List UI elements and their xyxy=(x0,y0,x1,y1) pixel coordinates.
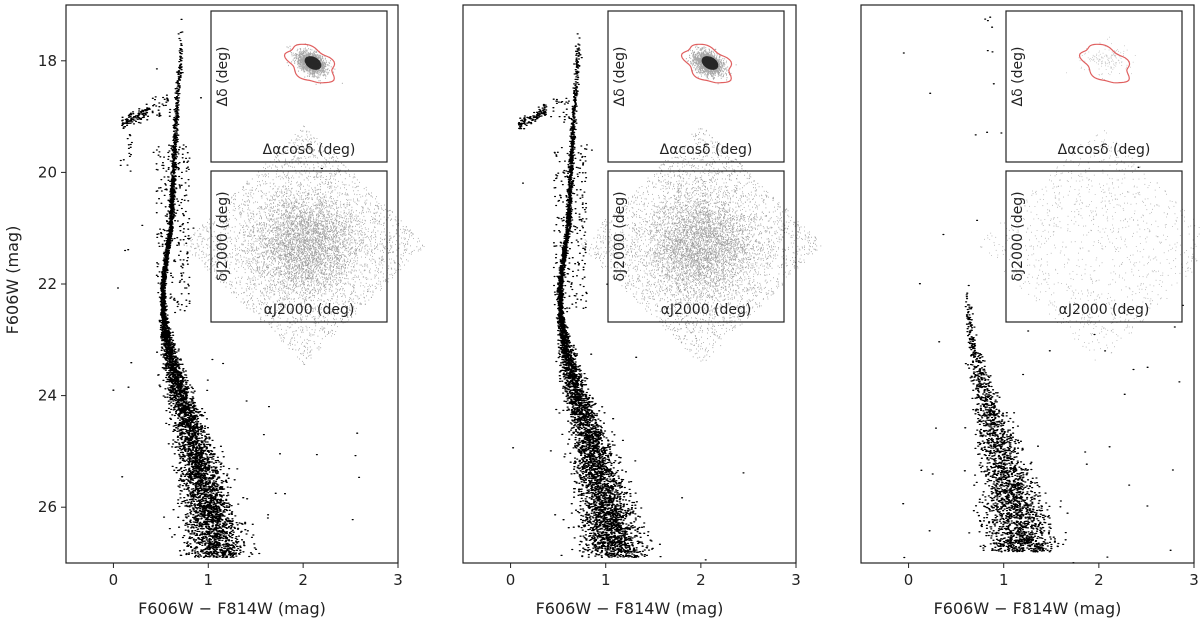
x-axis-label: F606W − F814W (mag) xyxy=(934,599,1122,618)
inset-frame xyxy=(210,10,388,163)
scatter-points xyxy=(112,18,378,559)
pm-core xyxy=(701,56,719,70)
cmd-panel-middle: 0 1 2 3 F606W − F814W (mag) Δαcosδ (deg) Δδ (d… xyxy=(462,4,822,618)
pm-selection-contour xyxy=(1078,43,1131,84)
y-tick-label: 24 xyxy=(38,387,57,405)
inset-y-label: δJ2000 (deg) xyxy=(612,191,628,281)
star-points xyxy=(512,33,745,561)
x-tick-label: 2 xyxy=(1094,571,1104,589)
inset-x-label: Δαcosδ (deg) xyxy=(660,142,753,158)
pm-core xyxy=(304,56,322,70)
x-tick-label: 0 xyxy=(506,571,516,589)
y-tick-label: 22 xyxy=(38,275,57,293)
pm-cloud xyxy=(1066,36,1136,81)
inset-frame xyxy=(607,170,785,323)
inset-x-label: αJ2000 (deg) xyxy=(661,302,752,318)
inset-x-label: αJ2000 (deg) xyxy=(264,302,355,318)
inset-frame xyxy=(210,170,388,323)
inset-y-label: δJ2000 (deg) xyxy=(1010,191,1026,281)
cmd-panel-right: 0 1 2 3 F606W − F814W (mag) Δαcosδ (deg) Δδ (d… xyxy=(860,4,1200,618)
x-tick-label: 1 xyxy=(601,571,611,589)
proper-motion-inset: Δαcosδ (deg) Δδ (deg) xyxy=(607,10,785,163)
cmd-panel-left: 0 1 2 3 F606W − F814W (mag) 18 20 22 24 26 Δαcosδ … xyxy=(38,4,425,618)
sky-inset: αJ2000 (deg) δJ2000 (deg) xyxy=(183,125,425,366)
scatter-points xyxy=(902,16,1184,564)
pm-selection-contour xyxy=(680,43,733,84)
pm-selection-contour xyxy=(283,43,336,84)
inset-y-label: Δδ (deg) xyxy=(215,47,231,107)
y-tick-label: 20 xyxy=(38,163,57,181)
sky-inset: αJ2000 (deg) δJ2000 (deg) xyxy=(581,128,822,362)
inset-frame xyxy=(1005,170,1183,323)
inset-x-label: αJ2000 (deg) xyxy=(1059,302,1150,318)
star-points xyxy=(112,18,378,559)
inset-y-label: Δδ (deg) xyxy=(1010,47,1026,107)
inset-x-label: Δαcosδ (deg) xyxy=(1058,142,1151,158)
x-tick-label: 3 xyxy=(791,571,801,589)
star-points xyxy=(902,16,1184,564)
inset-x-label: Δαcosδ (deg) xyxy=(263,142,356,158)
sky-points xyxy=(980,130,1200,361)
x-tick-label: 0 xyxy=(109,571,119,589)
x-axis-label: F606W − F814W (mag) xyxy=(536,599,724,618)
y-tick-label: 26 xyxy=(38,498,57,516)
x-tick-label: 1 xyxy=(204,571,214,589)
x-tick-label: 2 xyxy=(298,571,308,589)
sky-inset: αJ2000 (deg) δJ2000 (deg) xyxy=(980,130,1200,361)
proper-motion-inset: Δαcosδ (deg) Δδ (deg) xyxy=(1005,10,1183,163)
inset-frame xyxy=(1005,10,1183,163)
proper-motion-inset: Δαcosδ (deg) Δδ (deg) xyxy=(210,10,388,163)
x-tick-label: 0 xyxy=(904,571,914,589)
inset-y-label: δJ2000 (deg) xyxy=(215,191,231,281)
scatter-points xyxy=(512,33,745,561)
inset-frame xyxy=(607,10,785,163)
sky-points xyxy=(581,128,822,362)
y-axis-label: F606W (mag) xyxy=(3,226,22,335)
x-axis-label: F606W − F814W (mag) xyxy=(138,599,326,618)
x-tick-label: 3 xyxy=(393,571,403,589)
inset-y-label: Δδ (deg) xyxy=(612,47,628,107)
x-tick-label: 1 xyxy=(999,571,1009,589)
x-tick-label: 2 xyxy=(696,571,706,589)
y-tick-label: 18 xyxy=(38,52,57,70)
x-tick-label: 3 xyxy=(1189,571,1199,589)
sky-points xyxy=(183,125,425,366)
